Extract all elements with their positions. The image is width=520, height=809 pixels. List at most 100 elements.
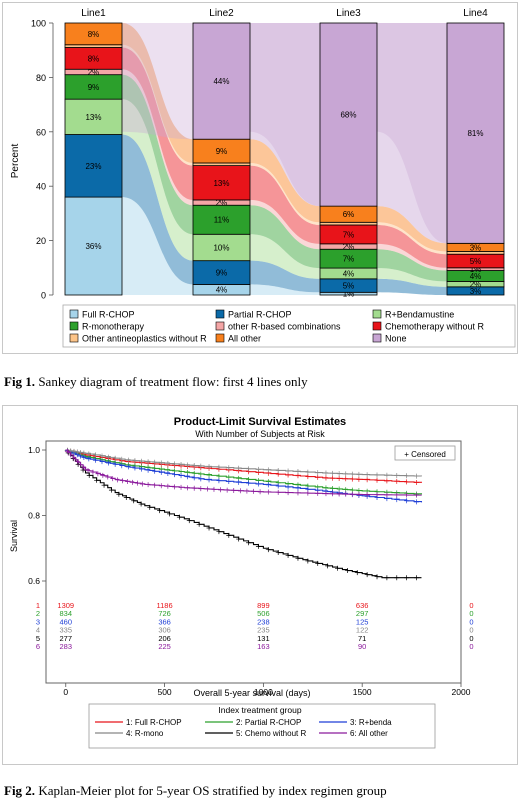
censor-mark	[185, 485, 191, 491]
at-risk-count: 125	[356, 617, 369, 626]
censor-mark	[237, 488, 243, 494]
bar-data-label: 10%	[213, 243, 229, 252]
legend-label: 2: Partial R-CHOP	[236, 718, 301, 727]
bar-data-label: 2%	[343, 243, 355, 252]
censor-mark	[323, 475, 329, 481]
censor-mark	[305, 474, 311, 480]
km-curve	[65, 449, 423, 496]
censor-mark	[110, 476, 116, 482]
bar-data-label: 2%	[88, 68, 100, 77]
censor-mark	[334, 565, 340, 571]
bar-segment	[192, 22, 251, 140]
y-tick-label: 20	[36, 236, 46, 246]
bar-data-label: 68%	[340, 111, 356, 120]
legend-label: Chemotherapy without R	[385, 322, 485, 332]
censor-mark	[216, 473, 222, 479]
censor-mark	[305, 469, 311, 475]
at-risk-count: 163	[257, 642, 270, 651]
x-tick-label: 1000	[254, 687, 273, 697]
legend-label: None	[385, 334, 407, 344]
at-risk-count: 235	[257, 626, 270, 635]
bar-segment	[64, 134, 123, 198]
censor-mark	[257, 489, 263, 495]
flow-band	[122, 23, 193, 163]
censor-mark	[206, 464, 212, 470]
y-tick-label: 60	[36, 127, 46, 137]
at-risk-count: 1309	[57, 601, 74, 610]
censor-marks	[64, 448, 420, 497]
km-legend-frame	[88, 703, 436, 749]
censor-mark	[191, 485, 197, 491]
censor-mark	[81, 455, 87, 461]
censor-mark	[384, 492, 390, 498]
censor-mark	[285, 484, 291, 490]
censor-mark	[196, 521, 202, 527]
censor-mark	[90, 469, 96, 475]
km-curve	[65, 449, 423, 483]
censor-mark	[330, 470, 336, 476]
censor-mark	[86, 456, 92, 462]
at-risk-count: 0	[469, 626, 473, 635]
category-labels: Line1 Line2 Line3 Line4	[81, 8, 488, 19]
y-tick-label: 40	[36, 182, 46, 192]
censor-mark	[394, 478, 400, 484]
flow-band	[122, 99, 193, 261]
at-risk-group-index: 3	[36, 617, 40, 626]
censor-mark	[336, 491, 342, 497]
censor-mark	[305, 558, 311, 564]
at-risk-count: 277	[60, 634, 73, 643]
flow-band	[122, 134, 193, 285]
y-axis: 0 20 40 60 80 100	[31, 19, 54, 301]
bar-data-label: 3%	[470, 287, 482, 296]
y-tick-label: 1.0	[28, 445, 40, 455]
bar-data-label: 9%	[216, 269, 228, 278]
bar-segment	[319, 22, 378, 207]
censor-mark	[171, 484, 177, 490]
legend-swatch	[69, 333, 79, 343]
censor-mark	[295, 473, 301, 479]
censor-mark	[349, 491, 355, 497]
at-risk-table: 1 1309 1186 899 636 02 834 726 506 297 03 460 366 238…	[36, 601, 474, 651]
at-risk-count: 335	[60, 626, 73, 635]
censor-mark	[158, 483, 164, 489]
flow-band	[122, 69, 193, 206]
censor-mark	[275, 489, 281, 495]
flow-band	[122, 74, 193, 235]
bar-data-label: 7%	[343, 255, 355, 264]
fig1-caption: Fig 1. Sankey diagram of treatment flow:…	[4, 374, 308, 390]
flow-band-none	[377, 23, 447, 244]
sankey-chart: 0 20 40 60 80 100 36% 23% 13% 9% 2% 8% 8% 4% 9% 10% 11%…	[10, 8, 516, 348]
censor-mark	[125, 464, 131, 470]
y-tick-label: 80	[36, 73, 46, 83]
flow-band	[377, 23, 447, 244]
km-curves	[64, 447, 423, 581]
censor-mark	[101, 482, 107, 488]
censor-mark	[404, 473, 410, 479]
censor-mark	[343, 476, 349, 482]
censor-mark	[414, 479, 420, 485]
censor-mark	[139, 481, 145, 487]
flow-band-none	[250, 23, 320, 207]
censor-mark	[265, 547, 271, 553]
censor-mark	[74, 449, 80, 455]
censor-mark	[251, 488, 256, 494]
km-legend-title: Index treatment group	[218, 705, 301, 715]
censor-mark	[404, 492, 410, 498]
censor-mark	[178, 461, 184, 467]
legend-swatch	[69, 321, 79, 331]
fig1-caption-label: Fig 1.	[4, 374, 36, 389]
at-risk-count: 283	[60, 642, 73, 651]
censor-mark	[218, 487, 224, 493]
censor-mark	[185, 470, 191, 476]
censor-mark	[191, 475, 197, 481]
censor-mark	[236, 465, 242, 471]
at-risk-group-index: 5	[36, 634, 40, 643]
category-label: Line3	[336, 8, 361, 19]
censor-mark	[349, 471, 355, 477]
censor-mark	[404, 575, 410, 581]
censor-mark	[191, 470, 197, 476]
bar-data-label: 5%	[470, 257, 482, 266]
x-tick-label: 0	[63, 687, 68, 697]
censor-mark	[119, 463, 125, 469]
